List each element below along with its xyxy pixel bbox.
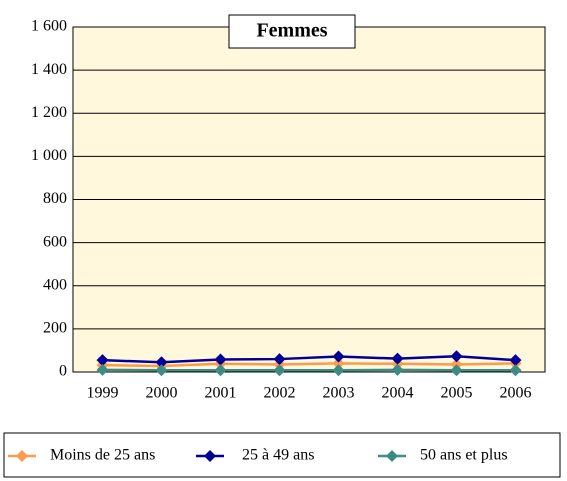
y-tick-label: 0 <box>59 363 67 380</box>
point-marker <box>450 350 463 363</box>
x-tick-label: 2005 <box>441 385 473 402</box>
point-marker <box>155 364 168 377</box>
legend-label: Moins de 25 ans <box>50 447 155 464</box>
chart-title: Femmes <box>256 20 327 42</box>
y-tick-label: 1 400 <box>31 61 67 78</box>
legend-marker <box>16 450 28 462</box>
point-marker <box>96 354 109 367</box>
series-line <box>102 362 516 368</box>
legend-label: 50 ans et plus <box>420 447 508 464</box>
point-marker <box>332 364 345 377</box>
point-marker <box>391 352 404 365</box>
point-marker <box>332 357 345 370</box>
legend <box>3 432 561 478</box>
x-tick-label: 1999 <box>87 385 119 402</box>
point-marker <box>450 364 463 377</box>
x-tick-label: 2006 <box>500 385 532 402</box>
y-tick-label: 200 <box>43 320 67 337</box>
y-tick-label: 1 600 <box>31 18 67 35</box>
point-marker <box>391 363 404 376</box>
point-marker <box>509 354 522 367</box>
x-tick-label: 2003 <box>323 385 355 402</box>
y-tick-label: 1 200 <box>31 104 67 121</box>
point-marker <box>332 350 345 363</box>
x-tick-label: 2002 <box>264 385 296 402</box>
point-marker <box>155 356 168 369</box>
legend-marker <box>386 450 398 462</box>
point-marker <box>273 353 286 366</box>
series-line <box>102 355 516 364</box>
title-box <box>228 14 356 49</box>
y-tick-label: 600 <box>43 233 67 250</box>
point-marker <box>214 364 227 377</box>
point-marker <box>214 353 227 366</box>
x-tick-label: 2004 <box>382 385 414 402</box>
point-marker <box>96 363 109 376</box>
legend-label: 25 à 49 ans <box>242 447 314 464</box>
x-tick-label: 2001 <box>205 385 237 402</box>
legend-marker <box>204 450 216 462</box>
point-marker <box>273 364 286 377</box>
y-tick-label: 400 <box>43 276 67 293</box>
point-marker <box>509 364 522 377</box>
y-tick-label: 800 <box>43 190 67 207</box>
y-tick-label: 1 000 <box>31 147 67 164</box>
x-tick-label: 2000 <box>146 385 178 402</box>
